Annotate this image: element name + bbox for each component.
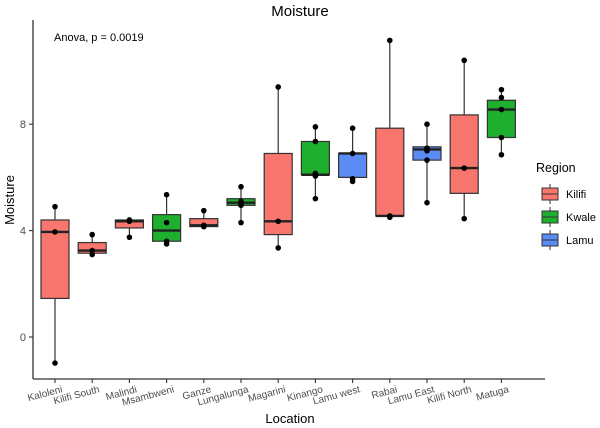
y-tick-label: 8: [20, 119, 26, 131]
data-point: [424, 157, 430, 163]
box-lamu-east: [412, 121, 442, 206]
box-matuga: [486, 86, 516, 158]
data-point: [461, 165, 468, 171]
box-kaloleni: [40, 203, 70, 366]
box-iqr: [338, 152, 368, 179]
box-iqr: [300, 140, 330, 176]
data-point: [498, 86, 505, 93]
y-tick-label: 0: [20, 332, 26, 344]
data-point: [498, 134, 505, 141]
legend-key-kilifi: Kilifi: [541, 184, 586, 204]
data-point: [275, 84, 282, 90]
data-point: [424, 121, 430, 127]
box-iqr: [375, 127, 405, 217]
data-point: [461, 215, 468, 222]
data-point: [126, 234, 133, 241]
data-point: [387, 214, 393, 221]
data-point: [312, 173, 319, 179]
data-point: [424, 148, 430, 154]
data-point: [126, 218, 133, 225]
data-point: [349, 150, 356, 157]
axes-layer: [32, 20, 545, 380]
legend-title: Region: [536, 161, 576, 175]
data-point: [312, 124, 319, 130]
chart-title: Moisture: [271, 3, 329, 20]
data-point: [424, 199, 430, 206]
box-msambweni: [152, 191, 182, 247]
box-malindi: [114, 217, 145, 241]
data-point: [312, 195, 319, 202]
y-ticks: 0 4 8: [20, 119, 33, 344]
x-tick-label: Matuga: [475, 384, 510, 403]
box-lamu-west: [338, 125, 368, 185]
legend-key-lamu: Lamu: [541, 230, 594, 250]
y-axis-label: Moisture: [2, 175, 17, 225]
data-point: [163, 219, 170, 226]
data-point: [238, 219, 244, 226]
data-point: [89, 231, 95, 238]
data-point: [498, 151, 505, 158]
box-rabai: [375, 37, 405, 221]
data-point: [89, 247, 95, 254]
data-point: [89, 251, 95, 258]
x-tick-label: Magarini: [247, 384, 287, 405]
data-point: [498, 106, 505, 113]
legend-key-kwale: Kwale: [541, 207, 596, 227]
anova-annotation: Anova, p = 0.0019: [54, 32, 144, 44]
data-point: [238, 202, 244, 209]
data-point: [275, 218, 282, 225]
legend-label: Kilifi: [566, 189, 586, 201]
data-point: [163, 191, 170, 198]
x-axis-label: Location: [265, 411, 314, 426]
box-kilifi-south: [77, 231, 107, 258]
data-point: [387, 37, 393, 44]
data-point: [349, 125, 356, 131]
boxes-layer: [40, 37, 516, 366]
box-magarini: [263, 84, 293, 251]
data-point: [238, 183, 244, 190]
data-point: [52, 360, 58, 366]
data-point: [201, 207, 207, 214]
y-tick-label: 4: [20, 226, 26, 238]
data-point: [275, 245, 282, 251]
box-kinango: [300, 124, 330, 202]
box-kilifi-north: [449, 57, 479, 222]
data-point: [201, 223, 207, 230]
box-iqr: [449, 114, 479, 194]
data-point: [349, 178, 356, 185]
data-point: [461, 57, 468, 64]
data-point: [163, 241, 170, 247]
data-point: [498, 94, 505, 101]
legend-label: Kwale: [566, 212, 596, 224]
box-iqr: [152, 214, 182, 242]
box-lungalunga: [226, 183, 256, 226]
data-point: [52, 229, 58, 235]
box-iqr: [486, 99, 516, 139]
box-ganze: [189, 207, 219, 230]
legend: Region Kilifi Kwale Lamu: [536, 161, 596, 250]
data-point: [312, 138, 319, 145]
legend-label: Lamu: [566, 235, 594, 247]
data-point: [52, 203, 58, 210]
